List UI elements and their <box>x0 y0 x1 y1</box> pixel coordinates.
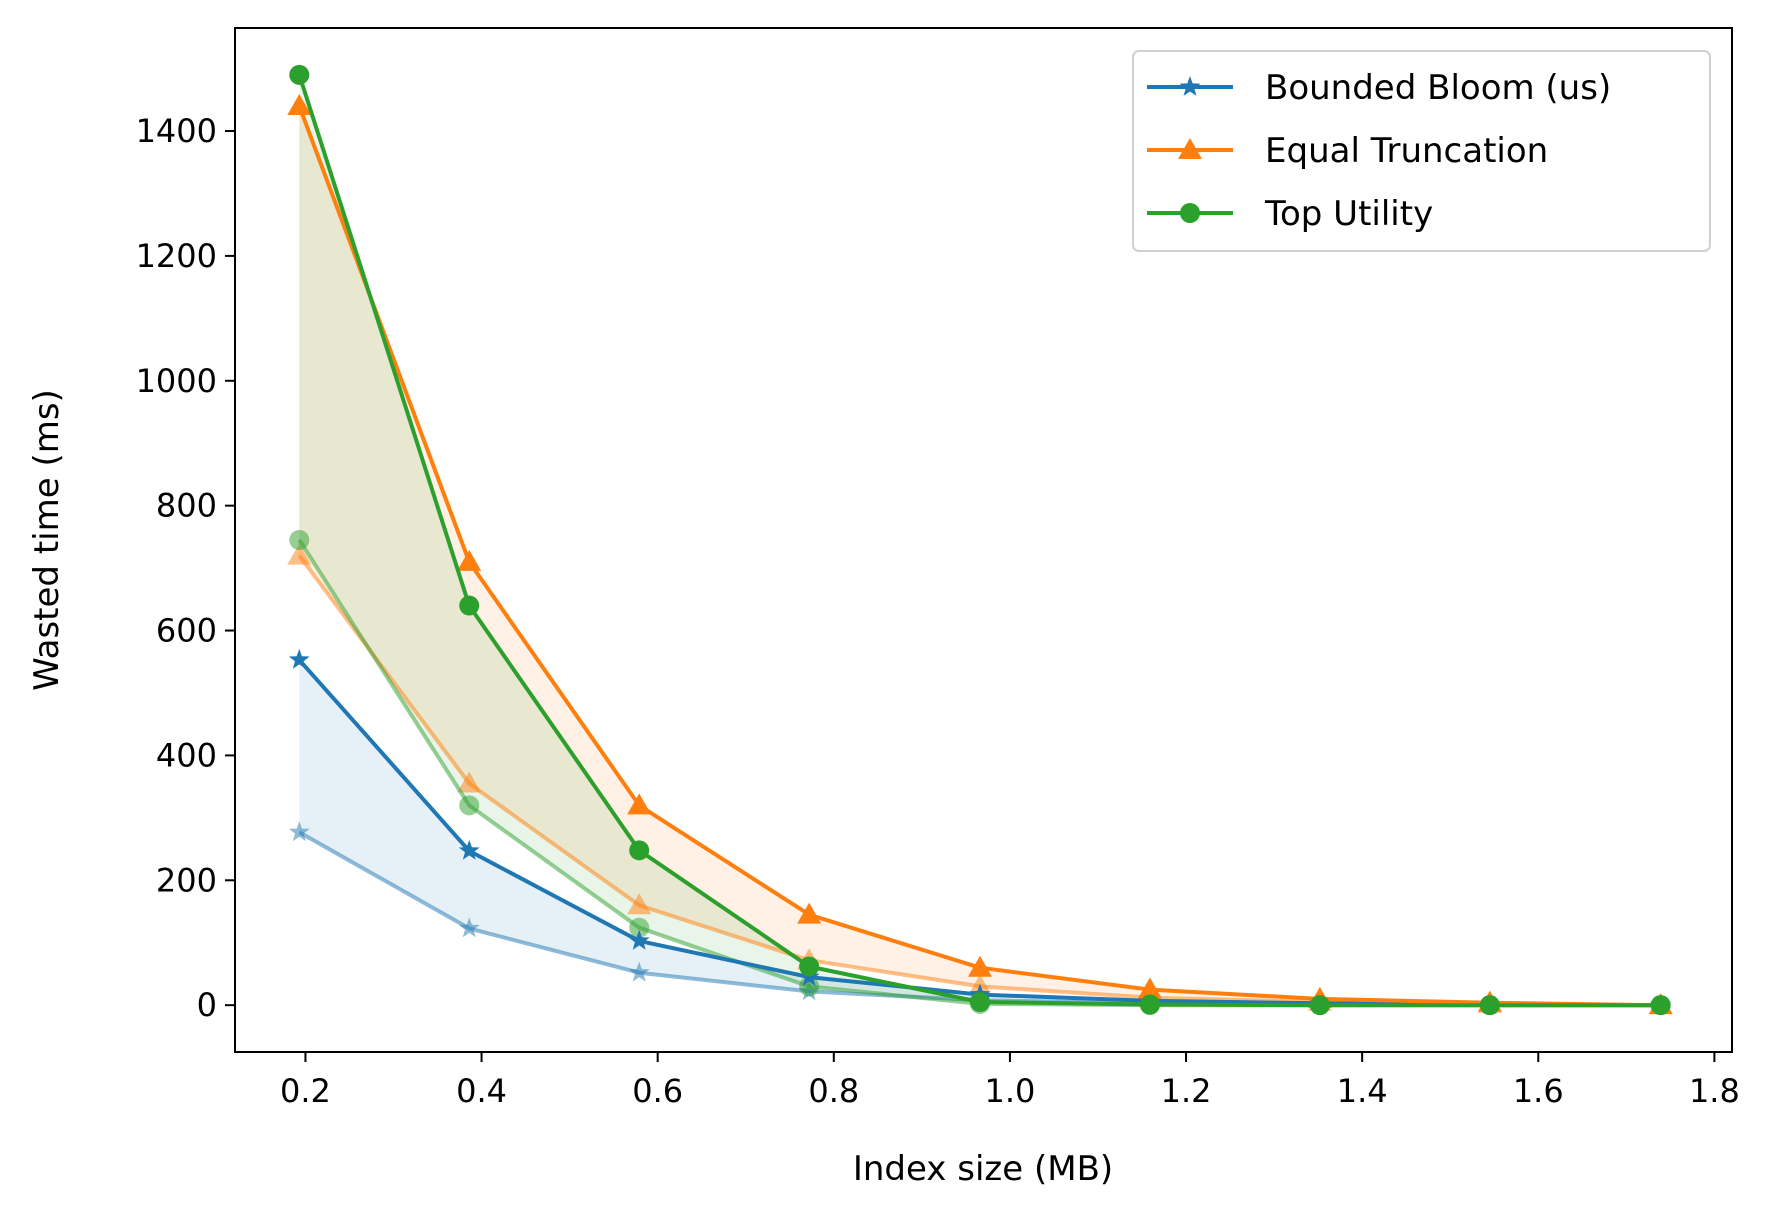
data-point-upper-2-5 <box>1139 994 1160 1015</box>
legend-box <box>1132 50 1711 252</box>
x-tick-label: 1.4 <box>1337 1072 1388 1110</box>
x-tick-label: 1.0 <box>984 1072 1035 1110</box>
legend-marker-2 <box>1180 203 1200 223</box>
data-point-lower-2-0 <box>289 530 310 550</box>
y-tick-label: 200 <box>156 861 217 899</box>
y-tick-label: 400 <box>156 736 217 774</box>
x-tick-label: 1.2 <box>1161 1072 1212 1110</box>
y-tick-label: 0 <box>197 986 217 1024</box>
legend-marker-0 <box>1179 76 1201 96</box>
y-tick-label: 1400 <box>136 112 217 150</box>
y-axis-label: Wasted time (ms) <box>27 389 67 691</box>
data-point-lower-1-1 <box>457 771 482 793</box>
data-point-upper-2-3 <box>799 956 820 977</box>
legend-label-0: Bounded Bloom (us) <box>1265 68 1611 108</box>
data-point-upper-1-5 <box>1137 977 1162 999</box>
x-tick-label: 0.4 <box>456 1072 507 1110</box>
data-point-upper-1-4 <box>967 955 992 977</box>
legend-label-1: Equal Truncation <box>1265 131 1548 171</box>
data-point-upper-2-6 <box>1309 995 1330 1016</box>
data-point-upper-1-2 <box>627 793 652 815</box>
x-tick-label: 1.8 <box>1689 1072 1740 1110</box>
legend: Bounded Bloom (us) Equal Truncation Top Ut… <box>1132 50 1711 252</box>
data-point-upper-2-7 <box>1479 995 1500 1016</box>
data-point-upper-0-0 <box>288 648 310 669</box>
data-point-lower-0-0 <box>288 821 310 842</box>
data-point-upper-2-4 <box>969 992 990 1013</box>
data-point-lower-1-2 <box>627 893 652 915</box>
x-tick-label: 0.6 <box>632 1072 683 1110</box>
x-axis-label: Index size (MB) <box>853 1149 1113 1189</box>
data-point-upper-0-1 <box>458 839 480 860</box>
data-point-upper-0-2 <box>628 929 650 950</box>
data-point-upper-2-0 <box>289 64 310 85</box>
plot-frame <box>234 27 1733 1053</box>
data-point-upper-1-3 <box>797 902 822 924</box>
y-tick-label: 1000 <box>136 362 217 400</box>
y-tick-label: 800 <box>156 487 217 525</box>
x-tick-label: 0.8 <box>808 1072 859 1110</box>
legend-label-2: Top Utility <box>1264 194 1433 234</box>
y-axis: 0 200 400 600 800 1000 1200 1400 <box>136 112 235 1024</box>
data-point-lower-0-2 <box>628 961 650 982</box>
x-axis: 0.2 0.4 0.6 0.8 1.0 1.2 1.4 1.6 1.8 <box>280 1052 1740 1110</box>
data-point-lower-1-0 <box>287 543 312 565</box>
y-tick-label: 1200 <box>136 237 217 275</box>
legend-marker-1 <box>1178 138 1202 159</box>
y-tick-label: 600 <box>156 612 217 650</box>
series-lines <box>287 64 1673 1016</box>
data-point-upper-2-1 <box>459 595 480 616</box>
data-point-lower-2-2 <box>629 917 650 938</box>
data-point-upper-1-0 <box>287 94 312 116</box>
x-tick-label: 0.2 <box>280 1072 331 1110</box>
x-tick-label: 1.6 <box>1513 1072 1564 1110</box>
data-point-lower-2-1 <box>459 795 480 816</box>
data-point-upper-2-8 <box>1650 995 1671 1016</box>
data-point-upper-2-2 <box>629 840 650 861</box>
data-point-upper-1-1 <box>457 549 482 571</box>
data-point-lower-0-1 <box>458 917 480 938</box>
